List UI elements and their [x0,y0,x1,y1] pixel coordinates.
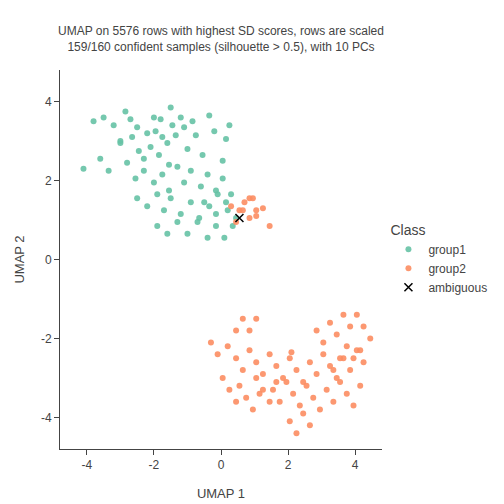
svg-text:0: 0 [218,458,225,472]
svg-text:group1: group1 [428,243,466,257]
svg-text:-4: -4 [81,458,92,472]
svg-text:0: 0 [45,253,52,267]
svg-text:4: 4 [45,95,52,109]
svg-text:-2: -2 [149,458,160,472]
svg-text:Class: Class [390,222,425,238]
svg-text:2: 2 [285,458,292,472]
svg-text:UMAP 1: UMAP 1 [197,486,245,501]
svg-text:-4: -4 [41,411,52,425]
svg-text:UMAP 2: UMAP 2 [12,235,27,283]
svg-text:2: 2 [45,174,52,188]
svg-text:UMAP on 5576 rows with highest: UMAP on 5576 rows with highest SD scores… [58,24,384,54]
svg-text:-2: -2 [41,332,52,346]
svg-text:ambiguous: ambiguous [428,281,487,295]
svg-text:4: 4 [352,458,359,472]
svg-text:group2: group2 [428,262,466,276]
